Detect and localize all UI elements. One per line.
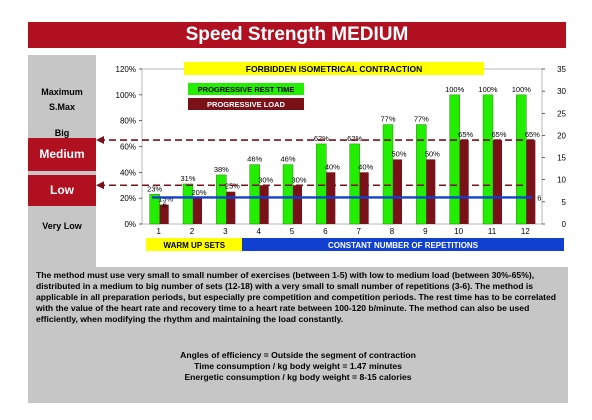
load-data-label: 65% <box>525 130 540 139</box>
x-tick-label: 12 <box>521 227 530 236</box>
angles-of-efficiency: Angles of efficiency = Outside the segme… <box>180 350 416 360</box>
warmup-label: WARM UP SETS <box>164 241 226 250</box>
legend-load-label: PROGRESSIVE LOAD <box>207 100 286 109</box>
y-tick-label: 0% <box>124 220 136 229</box>
y-tick-label: 120% <box>116 65 136 74</box>
intensity-scale: Maximum S.Max Big Very Low <box>28 55 96 265</box>
reference-arrow-head <box>96 181 104 190</box>
repetitions-label-end: 6 <box>537 193 541 202</box>
y-right-tick-label: 20 <box>557 131 566 140</box>
y-tick-label: 20% <box>120 194 136 203</box>
method-description: The method must use very small to small … <box>36 270 557 324</box>
y-tick-label: 80% <box>120 117 136 126</box>
load-bar <box>393 159 402 224</box>
load-bar <box>259 185 269 224</box>
load-bar <box>426 159 436 224</box>
rest-time-bar <box>449 94 460 225</box>
band-medium: Medium <box>28 138 96 171</box>
y-tick-label: 40% <box>120 168 136 177</box>
y-right-tick-label: 10 <box>557 176 566 185</box>
efficiency-block: Angles of efficiency = Outside the segme… <box>36 350 560 383</box>
y-right-tick-label: 25 <box>557 109 566 118</box>
rest-time-bar <box>482 94 494 225</box>
load-data-label: 15% <box>158 195 173 204</box>
load-bar <box>493 140 502 224</box>
y-tick-label: 100% <box>116 91 136 100</box>
load-data-label: 40% <box>358 162 373 171</box>
rest-time-bar <box>316 143 327 225</box>
legend-load-swatch <box>188 98 304 110</box>
x-tick-label: 9 <box>423 227 428 236</box>
y-right-tick-label: 15 <box>557 154 566 163</box>
forbidden-banner <box>184 62 484 75</box>
time-consumption: Time consumption / kg body weight = 1.47… <box>194 361 402 371</box>
load-data-label: 40% <box>325 162 340 171</box>
forbidden-label: FORBIDDEN ISOMETRICAL CONTRACTION <box>246 64 422 74</box>
load-bar <box>226 191 236 224</box>
load-bar <box>459 140 469 224</box>
repetitions-label-start: 6 <box>163 200 167 209</box>
x-tick-label: 3 <box>223 227 228 236</box>
y-right-tick-label: 30 <box>557 87 566 96</box>
legend-rest-label: PROGRESSIVE REST TIME <box>198 85 295 94</box>
rest-time-bar <box>249 164 260 225</box>
rest-time-bar <box>349 143 360 225</box>
x-tick-label: 7 <box>356 227 361 236</box>
y-right-tick-label: 0 <box>562 220 567 229</box>
rest-time-data-label: 100% <box>512 85 532 94</box>
speed-strength-chart: 0%20%40%60%80%100%120%05101520253035FORB… <box>96 55 568 267</box>
band-low: Low <box>28 175 96 206</box>
x-tick-label: 1 <box>156 227 161 236</box>
label-maximum: Maximum <box>41 87 83 97</box>
x-tick-label: 11 <box>488 227 497 236</box>
rest-time-data-label: 100% <box>445 85 465 94</box>
reference-arrow-head <box>96 136 104 145</box>
load-data-label: 65% <box>458 130 473 139</box>
load-data-label: 50% <box>425 149 440 158</box>
legend-rest-swatch <box>188 83 304 95</box>
rest-time-data-label: 46% <box>280 155 295 164</box>
load-bar <box>159 204 169 224</box>
x-tick-label: 6 <box>323 227 328 236</box>
x-tick-label: 4 <box>256 227 261 236</box>
load-bar <box>526 140 536 224</box>
load-data-label: 65% <box>491 130 506 139</box>
page-title: Speed Strength MEDIUM <box>28 22 566 48</box>
load-data-label: 25% <box>225 182 240 191</box>
load-data-label: 20% <box>191 188 206 197</box>
label-big: Big <box>54 128 70 138</box>
constant-reps-banner <box>242 238 564 251</box>
load-bar <box>193 198 202 224</box>
load-bar <box>293 185 302 224</box>
x-tick-label: 5 <box>290 227 295 236</box>
constant-reps-label: CONSTANT NUMBER OF REPETITIONS <box>328 241 479 250</box>
rest-time-data-label: 62% <box>314 134 329 143</box>
x-tick-label: 8 <box>390 227 395 236</box>
y-tick-label: 60% <box>120 143 136 152</box>
load-data-label: 30% <box>258 175 273 184</box>
load-data-label: 30% <box>291 175 306 184</box>
rest-time-data-label: 77% <box>414 115 429 124</box>
x-tick-label: 10 <box>454 227 463 236</box>
rest-time-data-label: 46% <box>247 155 262 164</box>
rest-time-data-label: 100% <box>478 85 498 94</box>
rest-time-data-label: 38% <box>214 165 229 174</box>
x-tick-label: 2 <box>190 227 195 236</box>
y-right-tick-label: 35 <box>557 65 566 74</box>
y-right-tick-label: 5 <box>562 198 567 207</box>
energetic-consumption: Energetic consumption / kg body weight =… <box>184 372 412 382</box>
rest-time-data-label: 62% <box>347 134 362 143</box>
label-very-low: Very Low <box>42 221 82 231</box>
rest-time-data-label: 77% <box>380 115 395 124</box>
rest-time-bar <box>282 164 294 225</box>
rest-time-data-label: 31% <box>180 174 195 183</box>
load-data-label: 50% <box>391 149 406 158</box>
warmup-banner <box>146 238 243 251</box>
rest-time-bar <box>516 94 527 225</box>
label-smax: S.Max <box>48 102 75 112</box>
rest-time-data-label: 23% <box>147 184 162 193</box>
